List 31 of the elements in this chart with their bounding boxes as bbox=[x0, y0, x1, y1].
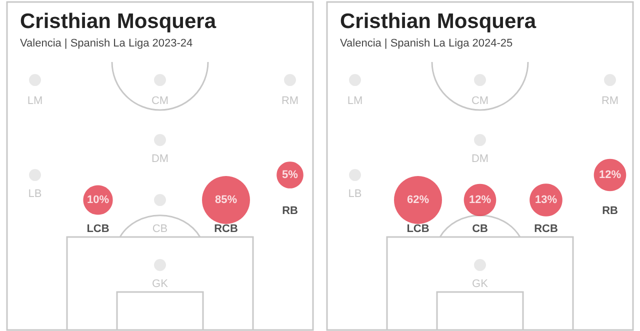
data-label: 13% bbox=[534, 194, 558, 206]
text: Valencia | Spanish La Liga 2023-24 bbox=[20, 38, 193, 50]
category-label: LCB bbox=[406, 223, 430, 235]
category-label: LM bbox=[27, 95, 43, 107]
data-label: 62% bbox=[406, 194, 430, 206]
data-label: 12% bbox=[468, 194, 492, 206]
category-label: RM bbox=[281, 95, 299, 107]
data-label: 85% bbox=[214, 194, 238, 206]
category-label: LM bbox=[347, 95, 363, 107]
category-label: RM bbox=[601, 95, 619, 107]
data-label: 10% bbox=[86, 194, 110, 206]
category-label: LB bbox=[28, 188, 42, 200]
category-label: RB bbox=[282, 205, 298, 217]
category-label: GK bbox=[152, 278, 169, 290]
category-label: CB bbox=[472, 223, 488, 235]
category-label: RCB bbox=[534, 223, 558, 235]
text: Valencia | Spanish La Liga 2024-25 bbox=[340, 38, 513, 50]
data-label: 12% bbox=[598, 169, 622, 181]
category-label: CB bbox=[152, 223, 168, 235]
text: Cristhian Mosquera bbox=[340, 10, 536, 33]
category-label: DM bbox=[151, 153, 169, 165]
category-label: CM bbox=[151, 95, 169, 107]
category-label: CM bbox=[471, 95, 489, 107]
data-label: 5% bbox=[282, 169, 298, 181]
category-label: RCB bbox=[214, 223, 238, 235]
category-label: LCB bbox=[86, 223, 110, 235]
category-label: RB bbox=[602, 205, 618, 217]
category-label: GK bbox=[472, 278, 489, 290]
category-label: LB bbox=[348, 188, 362, 200]
category-label: DM bbox=[471, 153, 489, 165]
text: Cristhian Mosquera bbox=[20, 10, 216, 33]
